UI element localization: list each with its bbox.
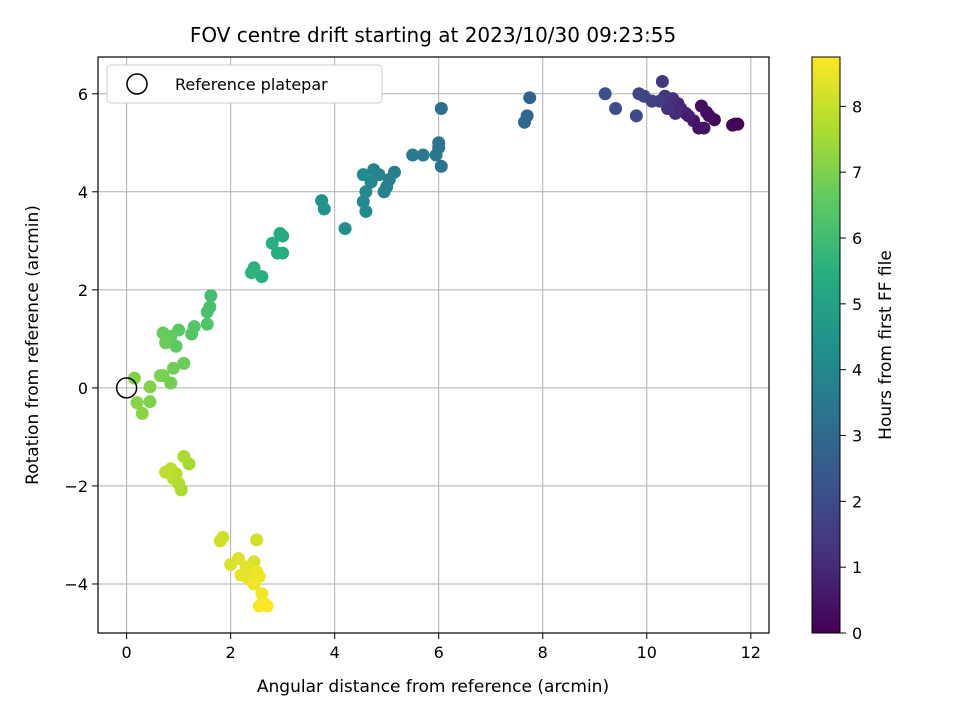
data-point <box>377 185 391 199</box>
data-points <box>127 75 745 613</box>
data-point <box>231 551 245 565</box>
colorbar <box>811 56 841 634</box>
x-tick-label: 8 <box>538 643 548 662</box>
data-point <box>270 246 284 260</box>
data-point <box>273 226 287 240</box>
data-point <box>356 168 370 182</box>
legend: Reference platepar <box>106 64 383 104</box>
colorbar-tick-label: 0 <box>852 624 862 643</box>
data-point <box>265 236 279 250</box>
chart-title: FOV centre drift starting at 2023/10/30 … <box>190 23 676 47</box>
data-point <box>434 101 448 115</box>
x-tick-label: 2 <box>226 643 236 662</box>
data-point <box>694 99 708 113</box>
y-tick-label: −2 <box>64 477 88 496</box>
data-point <box>609 101 623 115</box>
colorbar-tick-label: 6 <box>852 229 862 248</box>
data-point <box>127 371 141 385</box>
data-point <box>177 450 191 464</box>
colorbar-label: Hours from first FF file <box>876 250 896 440</box>
data-point <box>200 317 214 331</box>
colorbar-tick-label: 1 <box>852 558 862 577</box>
data-point <box>159 336 173 350</box>
data-point <box>434 159 448 173</box>
data-point <box>406 148 420 162</box>
data-point <box>200 305 214 319</box>
y-tick-label: 0 <box>78 379 88 398</box>
data-point <box>429 148 443 162</box>
data-point <box>367 163 381 177</box>
data-point <box>177 356 191 370</box>
y-tick-label: 4 <box>78 183 88 202</box>
data-point <box>247 577 261 591</box>
data-point <box>338 222 352 236</box>
y-axis-label: Rotation from reference (arcmin) <box>23 205 43 485</box>
legend-box <box>106 64 383 104</box>
data-point <box>255 270 269 284</box>
x-tick-label: 4 <box>330 643 340 662</box>
data-point <box>629 109 643 123</box>
data-point <box>244 266 258 280</box>
data-point <box>185 327 199 341</box>
data-point <box>135 406 149 420</box>
data-point <box>359 185 373 199</box>
colorbar-tick-label: 4 <box>852 361 862 380</box>
y-tick-label: 2 <box>78 281 88 300</box>
data-point <box>416 148 430 162</box>
data-point <box>169 339 183 353</box>
x-tick-label: 0 <box>122 643 132 662</box>
colorbar-tick-label: 7 <box>852 163 862 182</box>
colorbar-tick-label: 8 <box>852 97 862 116</box>
data-point <box>432 136 446 150</box>
colorbar-tick-label: 3 <box>852 427 862 446</box>
data-point <box>518 115 532 129</box>
colorbar-tick-label: 2 <box>852 492 862 511</box>
x-axis-ticks: 0 2 4 6 8 10 12 <box>122 633 761 662</box>
legend-entry-reference-platepar: Reference platepar <box>175 75 328 94</box>
data-point <box>632 87 646 101</box>
data-point <box>356 195 370 209</box>
data-point <box>255 587 269 601</box>
data-point <box>260 599 274 613</box>
data-point <box>598 87 612 101</box>
legend-marker-icon <box>126 73 148 95</box>
data-point <box>143 395 157 409</box>
x-tick-label: 12 <box>741 643 761 662</box>
data-point <box>130 396 144 410</box>
data-point <box>726 118 740 132</box>
data-point <box>156 326 170 340</box>
data-point <box>315 194 329 208</box>
data-point <box>213 534 227 548</box>
y-tick-label: −4 <box>64 575 88 594</box>
colorbar-tick-label: 5 <box>852 295 862 314</box>
data-point <box>523 91 537 105</box>
data-point <box>250 533 264 547</box>
colorbar-ticks: 0 1 2 3 4 5 6 7 8 <box>840 97 862 643</box>
data-point <box>204 289 218 303</box>
data-point <box>143 380 157 394</box>
plot-frame <box>97 56 770 634</box>
data-point <box>153 369 167 383</box>
data-point <box>359 204 373 218</box>
x-axis-label: Angular distance from reference (arcmin) <box>257 677 609 697</box>
data-point <box>655 75 669 89</box>
data-point <box>166 361 180 375</box>
y-tick-label: 6 <box>78 85 88 104</box>
reference-platepar-marker <box>115 377 138 399</box>
x-tick-label: 6 <box>434 643 444 662</box>
x-tick-label: 10 <box>637 643 657 662</box>
data-point <box>159 465 173 479</box>
y-axis-ticks: −4 −2 0 2 4 6 <box>64 85 98 594</box>
